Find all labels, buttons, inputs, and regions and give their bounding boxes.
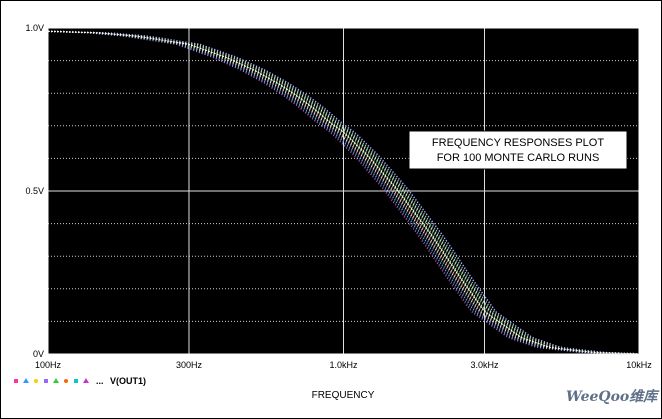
mc-run-trace [47,30,640,355]
x-tick-label: 100Hz [35,360,62,370]
legend-marker [23,378,29,383]
legend-ellipsis: ... [96,376,104,386]
annotation-box: FREQUENCY RESPONSES PLOT FOR 100 MONTE C… [408,130,628,170]
y-tick-labels: 0V 0.5V 1.0V [25,23,44,359]
legend-marker [83,378,89,383]
legend-marker [44,379,48,383]
legend: ... V(OUT1) [14,376,146,386]
legend-marker [14,379,18,383]
x-tick-label: 3.0kHz [470,360,499,370]
x-tick-label: 10kHz [626,360,652,370]
legend-label: V(OUT1) [110,376,146,386]
y-tick-label: 0.5V [25,186,44,196]
watermark: WeeQoo维库 [566,388,660,405]
mc-run-trace [47,30,639,355]
annotation-line-2: FOR 100 MONTE CARLO RUNS [437,152,600,164]
mc-run-trace [48,30,640,355]
legend-marker [64,379,68,383]
legend-marker [34,379,38,383]
plot-border [47,27,640,355]
series-v-out1 [47,30,640,355]
x-tick-labels: 100Hz 300Hz 1.0kHz 3.0kHz 10kHz [35,360,652,370]
x-tick-label: 1.0kHz [329,360,358,370]
traces [47,30,640,355]
annotation-line-1: FREQUENCY RESPONSES PLOT [432,137,604,149]
y-tick-label: 0V [33,349,44,359]
legend-marker [74,379,78,383]
watermark-text: WeeQoo维库 [566,388,660,405]
mc-run-trace [47,30,640,355]
y-tick-label: 1.0V [25,23,44,33]
mc-run-trace [48,30,640,355]
x-tick-label: 300Hz [176,360,203,370]
x-axis-label: FREQUENCY [312,390,375,401]
legend-marker [53,378,59,383]
mc-run-trace [47,31,639,355]
